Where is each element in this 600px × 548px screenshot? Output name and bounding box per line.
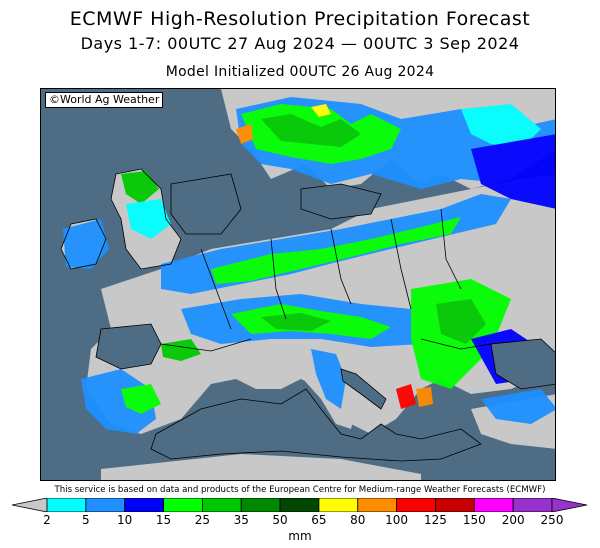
precip-russia: [471, 134, 555, 209]
colorbar-tick-label: 250: [540, 513, 564, 527]
colorbar-bin: [512, 498, 553, 512]
forecast-period: Days 1-7: 00UTC 27 Aug 2024 — 00UTC 3 Se…: [80, 34, 520, 53]
colorbar-tick-label: 65: [311, 513, 327, 527]
bay-of-biscay: [96, 324, 161, 369]
precipitation-map: ©World Ag Weather: [40, 88, 556, 481]
precip-ireland-light: [63, 219, 109, 269]
colorbar-bin: [396, 498, 436, 512]
colorbar-bin: [46, 498, 87, 512]
colorbar-above-max-arrow: [551, 498, 588, 512]
precip-iberia-green: [121, 384, 161, 414]
precip-alps-heavy: [261, 313, 331, 331]
colorbar-bin: [124, 498, 164, 512]
colorbar-tick-label: 200: [501, 513, 525, 527]
colorbar-tick-label: 150: [462, 513, 486, 527]
colorbar-bin: [435, 498, 475, 512]
black-sea: [491, 339, 555, 389]
precip-greece-orange: [416, 387, 433, 407]
colorbar-below-min-arrow: [11, 498, 48, 512]
precip-pyrenees: [161, 339, 201, 361]
colorbar-bin: [85, 498, 126, 512]
precipitation-shading: [41, 97, 555, 449]
precip-italy: [311, 349, 346, 409]
precip-balkans-heavy: [436, 299, 486, 344]
colorbar-tick-label: 25: [194, 513, 211, 527]
colorbar-tick-label: 80: [350, 513, 366, 527]
precip-iceland-area: [41, 279, 101, 344]
colorbar-tick-label: 10: [117, 513, 133, 527]
precip-scotland: [121, 171, 159, 204]
model-init-time: Model Initialized 00UTC 26 Aug 2024: [165, 64, 435, 80]
colorbar-bin: [357, 498, 398, 512]
colorbar-bin: [318, 498, 359, 512]
colorbar-tick-label: 2: [43, 513, 51, 527]
colorbar-tick-label: 50: [272, 513, 288, 527]
north-sea: [171, 174, 241, 234]
colorbar-tick-label: 100: [385, 513, 409, 527]
precip-norway-coast: [236, 124, 253, 144]
colorbar-tick-label: 35: [233, 513, 249, 527]
adriatic-sea: [341, 369, 386, 409]
map-canvas: [41, 89, 555, 480]
precip-finland: [461, 104, 541, 149]
colorbar-bin: [279, 498, 320, 512]
colorbar-tick-label: 5: [82, 513, 90, 527]
colorbar-bin: [201, 498, 242, 512]
precip-scandinavia-heavy: [261, 114, 361, 147]
precip-iberia-west: [81, 369, 156, 434]
colorbar-tick-label: 125: [424, 513, 447, 527]
copyright-notice: ©World Ag Weather: [45, 92, 164, 108]
mediterranean-sea: [151, 389, 481, 461]
map-title: ECMWF High-Resolution Precipitation Fore…: [69, 8, 531, 30]
precip-baltic-heavy: [311, 104, 331, 117]
precip-greece-red: [396, 384, 416, 409]
north-africa-landmass: [101, 454, 421, 480]
precipitation-colorbar: [11, 498, 588, 512]
colorbar-bin: [163, 498, 203, 512]
colorbar-bin: [240, 498, 281, 512]
baltic-sea: [301, 184, 381, 219]
ecmwf-disclaimer: This service is based on data and produc…: [54, 485, 546, 495]
precip-turkey-north: [481, 389, 555, 424]
colorbar-bin: [473, 498, 514, 512]
precip-england: [126, 199, 171, 239]
colorbar-unit: mm: [288, 529, 312, 543]
country-borders: [60, 168, 555, 462]
colorbar-tick-label: 15: [155, 513, 172, 527]
